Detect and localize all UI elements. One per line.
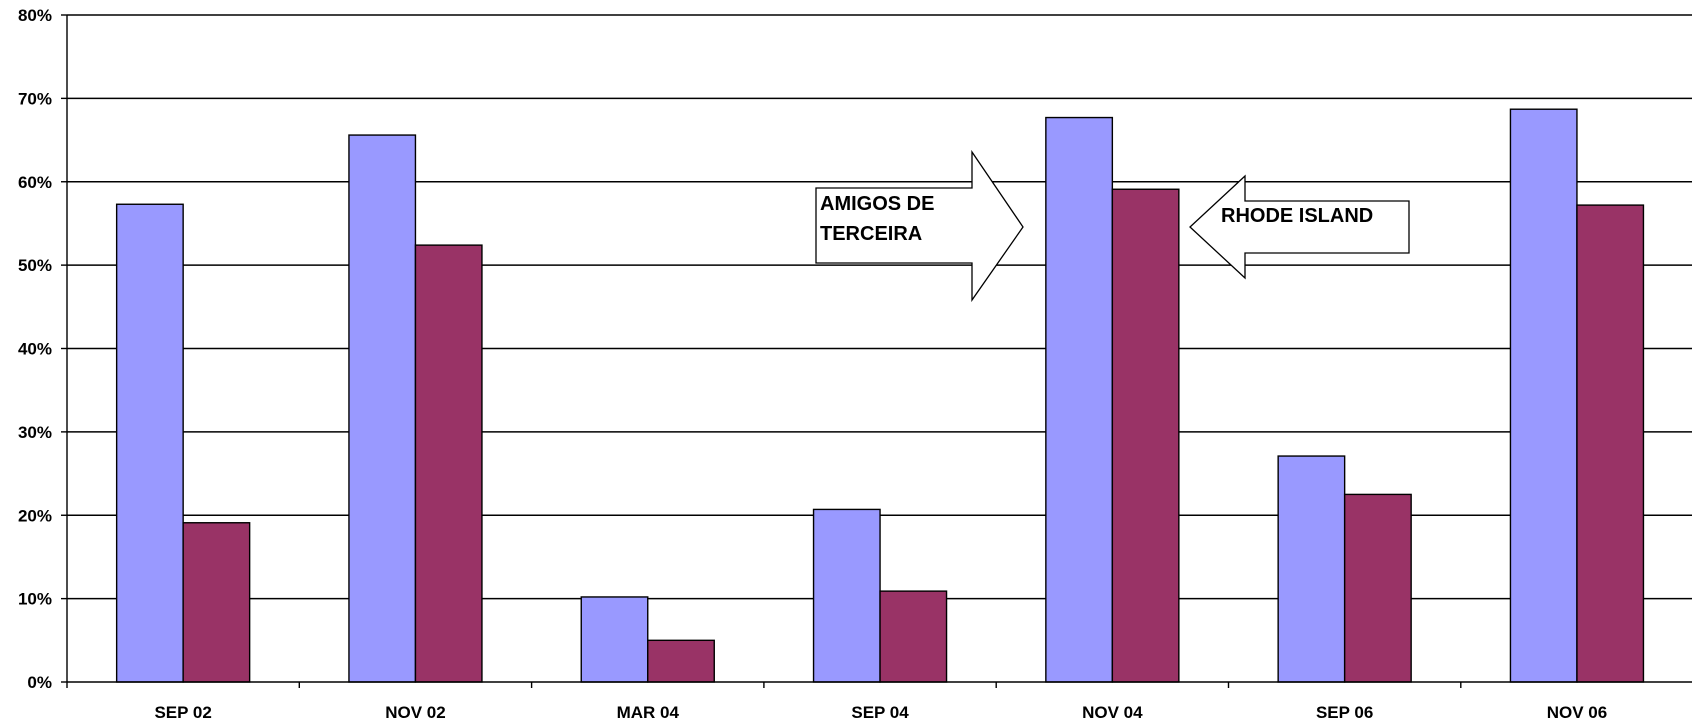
annotation-text-line-1: AMIGOS DE xyxy=(820,193,934,215)
x-tick-labels: SEP 02 NOV 02 MAR 04 SEP 04 NOV 04 SEP 06 NOV … xyxy=(154,703,1607,722)
bar-series-2 xyxy=(1576,204,1645,683)
bar-series-2 xyxy=(414,244,483,683)
annotation-text-line-2: TERCEIRA xyxy=(820,223,922,245)
x-tick-label: SEP 06 xyxy=(1316,703,1373,722)
bars xyxy=(115,108,1645,683)
bar-series-1 xyxy=(348,134,417,683)
right-arrow-shape xyxy=(815,149,1024,303)
x-tick-label: NOV 02 xyxy=(385,703,445,722)
axes xyxy=(61,14,1692,688)
annotation-amigos-de-terceira: AMIGOS DE TERCEIRA xyxy=(815,149,1024,303)
bar-series-2 xyxy=(1111,188,1180,683)
bar-series-2 xyxy=(879,590,948,683)
bar-series-1 xyxy=(115,203,184,683)
bar-series-2 xyxy=(1343,493,1412,683)
bar-series-1 xyxy=(1277,455,1346,683)
y-tick-label: 0% xyxy=(27,673,52,692)
y-tick-label: 10% xyxy=(18,590,52,609)
x-tick-label: SEP 02 xyxy=(154,703,211,722)
annotation-rhode-island: RHODE ISLAND xyxy=(1189,174,1410,280)
left-arrow-shape xyxy=(1189,174,1410,280)
bar-series-2 xyxy=(182,522,251,683)
gridlines xyxy=(67,14,1692,600)
bar-series-1 xyxy=(580,596,649,683)
y-tick-labels: 0% 10% 20% 30% 40% 50% 60% 70% 80% xyxy=(18,6,52,692)
annotation-text-line-1: RHODE ISLAND xyxy=(1221,205,1373,227)
bar-series-1 xyxy=(1045,116,1114,683)
y-tick-label: 50% xyxy=(18,256,52,275)
bar-series-1 xyxy=(812,508,881,683)
x-tick-label: SEP 04 xyxy=(851,703,909,722)
bar-series-1 xyxy=(1509,108,1578,683)
x-tick-label: NOV 06 xyxy=(1547,703,1607,722)
y-tick-label: 40% xyxy=(18,340,52,359)
y-tick-label: 80% xyxy=(18,6,52,25)
x-tick-label: NOV 04 xyxy=(1082,703,1143,722)
bar-series-2 xyxy=(647,639,715,683)
y-tick-label: 60% xyxy=(18,173,52,192)
y-tick-label: 20% xyxy=(18,506,52,525)
y-tick-label: 70% xyxy=(18,89,52,108)
x-tick-label: MAR 04 xyxy=(617,703,680,722)
y-tick-label: 30% xyxy=(18,423,52,442)
